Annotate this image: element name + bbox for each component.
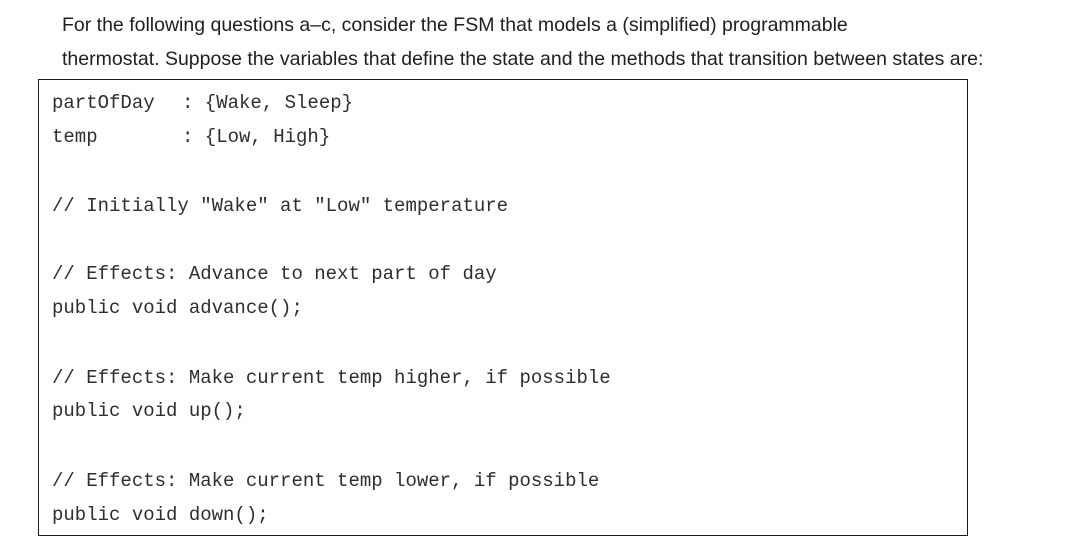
method-up: public void up(); (52, 400, 246, 422)
code-listing-box: partOfDay : {Wake, Sleep} temp : {Low, Hig… (38, 79, 968, 536)
comment-initial-state: // Initially "Wake" at "Low" temperature (52, 195, 509, 217)
declaration-name: partOfDay (52, 92, 155, 114)
declaration-type: : {Low, High} (182, 126, 331, 148)
intro-paragraph: For the following questions a–c, conside… (62, 8, 1074, 76)
method-down: public void down(); (52, 504, 269, 526)
declaration-temp: temp : {Low, High} (52, 126, 330, 148)
intro-line-1: For the following questions a–c, conside… (62, 14, 848, 36)
declaration-type: : {Wake, Sleep} (182, 92, 354, 114)
comment-down: // Effects: Make current temp lower, if … (52, 470, 600, 492)
comment-advance: // Effects: Advance to next part of day (52, 263, 497, 285)
declaration-part-of-day: partOfDay : {Wake, Sleep} (52, 92, 353, 114)
comment-up: // Effects: Make current temp higher, if… (52, 367, 611, 389)
intro-line-2: thermostat. Suppose the variables that d… (62, 48, 984, 70)
declaration-name: temp (52, 126, 98, 148)
method-advance: public void advance(); (52, 297, 303, 319)
